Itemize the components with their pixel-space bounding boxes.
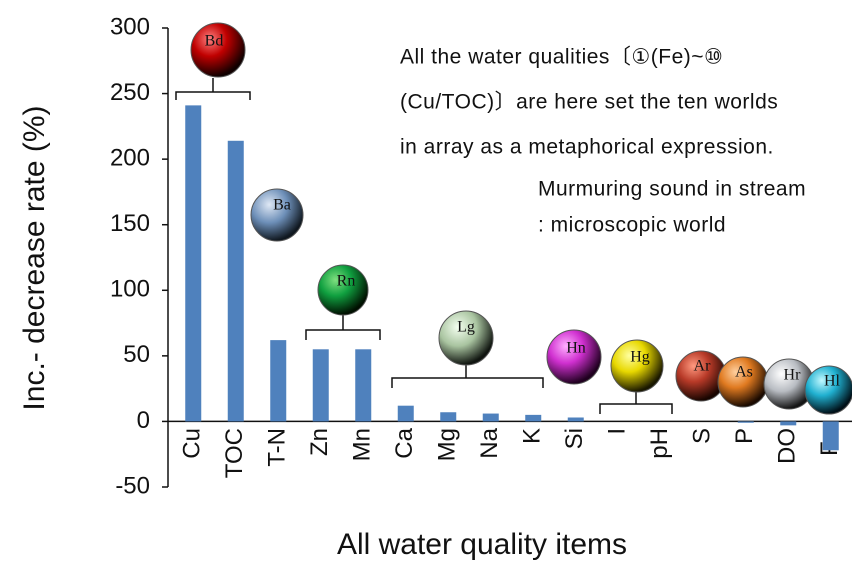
brackets bbox=[175, 78, 673, 414]
x-tick-label: TOC bbox=[221, 428, 248, 478]
x-tick-label: Mg bbox=[434, 428, 461, 461]
bar bbox=[440, 412, 457, 422]
world-label: As bbox=[735, 364, 753, 381]
world-ball bbox=[250, 188, 304, 242]
world-label: Ar bbox=[694, 358, 712, 375]
world-ball bbox=[804, 365, 852, 415]
bracket bbox=[599, 392, 673, 414]
axes: -50 0 50 100 150 200 250 300 Cu TOC T-N Zn Mn Ca Mg Na K… bbox=[110, 13, 852, 499]
y-tick-label: 100 bbox=[110, 276, 150, 303]
bar bbox=[270, 340, 287, 422]
world-label: Rn bbox=[337, 273, 356, 290]
y-axis-title: Inc.- decrease rate (%) bbox=[18, 105, 51, 410]
x-tick-label: T-N bbox=[264, 428, 291, 467]
bar bbox=[567, 417, 584, 422]
y-tick-label: 0 bbox=[137, 407, 150, 434]
y-tick-label: -50 bbox=[115, 472, 150, 499]
world-ball bbox=[546, 329, 602, 385]
bar bbox=[482, 413, 499, 422]
annotation-line: All the water qualities〔①(Fe)~⑩ bbox=[400, 46, 723, 69]
bar bbox=[355, 349, 372, 422]
x-tick-label: DO bbox=[774, 428, 801, 464]
world-balls: Bd Ba Rn Lg Hn Hg Ar As Hr Hl bbox=[190, 22, 852, 415]
x-tick-label: Mn bbox=[349, 428, 376, 461]
x-tick-label: S bbox=[689, 428, 716, 444]
bar bbox=[397, 405, 414, 422]
bar bbox=[525, 414, 542, 422]
x-tick-label: Ca bbox=[391, 427, 418, 458]
subnote-line: : microscopic world bbox=[538, 214, 726, 237]
bar bbox=[312, 349, 329, 422]
x-tick-label: I bbox=[604, 428, 631, 435]
y-tick-label: 300 bbox=[110, 13, 150, 40]
world-label: Hr bbox=[784, 367, 802, 384]
x-tick-label: Zn bbox=[306, 428, 333, 456]
world-ball bbox=[610, 339, 664, 393]
y-tick-label: 250 bbox=[110, 79, 150, 106]
world-label: Hl bbox=[824, 373, 841, 390]
x-tick-label: P bbox=[731, 428, 758, 444]
world-label: Hn bbox=[566, 340, 586, 357]
subnote-line: Murmuring sound in stream bbox=[538, 178, 806, 201]
bar bbox=[227, 140, 244, 422]
bar bbox=[737, 421, 754, 423]
bar bbox=[780, 421, 797, 426]
world-label: Ba bbox=[273, 197, 291, 214]
x-tick-label: K bbox=[519, 428, 546, 444]
world-label: Hg bbox=[630, 349, 650, 366]
annotation-line: in array as a metaphorical expression. bbox=[400, 136, 774, 159]
world-ball bbox=[317, 264, 369, 316]
bracket bbox=[175, 78, 251, 100]
x-tick-label: Na bbox=[476, 427, 503, 458]
x-tick-label: Si bbox=[561, 428, 588, 449]
world-label: Lg bbox=[457, 319, 475, 336]
bracket bbox=[391, 364, 544, 388]
annotation-line: (Cu/TOC)〕are here set the ten worlds bbox=[400, 91, 778, 114]
bars bbox=[185, 105, 839, 451]
bar bbox=[185, 105, 202, 422]
world-label: Bd bbox=[205, 33, 224, 50]
x-tick-label: pH bbox=[646, 428, 673, 459]
world-ball bbox=[190, 22, 246, 78]
bracket bbox=[305, 314, 381, 340]
world-ball bbox=[438, 310, 494, 366]
x-tick-label: Cu bbox=[179, 428, 206, 459]
y-tick-label: 150 bbox=[110, 210, 150, 237]
y-tick-label: 200 bbox=[110, 144, 150, 171]
x-axis-title: All water quality items bbox=[337, 528, 627, 561]
y-tick-label: 50 bbox=[123, 341, 150, 368]
bar bbox=[822, 421, 839, 451]
